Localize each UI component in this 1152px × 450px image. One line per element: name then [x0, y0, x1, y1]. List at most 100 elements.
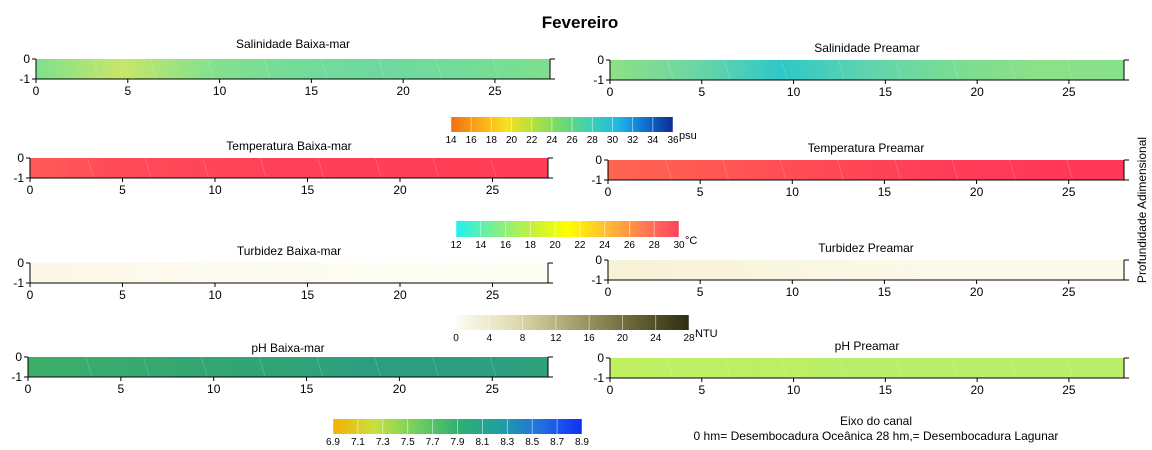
contour-line — [1009, 259, 1016, 281]
colorbar-tick-label: 24 — [599, 240, 611, 251]
contour-line — [144, 262, 152, 284]
contour-line — [1009, 357, 1017, 379]
contour-line — [895, 59, 902, 81]
x-tick-label: 5 — [698, 85, 705, 99]
contour-line — [665, 159, 672, 181]
x-tick-label: 10 — [208, 183, 222, 197]
colorbar-tick-label: 14 — [445, 135, 457, 146]
x-tick-label: 5 — [697, 285, 704, 299]
contour-line — [894, 159, 901, 181]
contour-line — [1066, 59, 1074, 81]
colorbar-gradient — [451, 117, 673, 132]
colorbar-tick-label: 14 — [475, 240, 487, 251]
x-tick-label: 5 — [698, 383, 705, 397]
heatmap-field — [610, 358, 1124, 378]
y-tick-label: 0 — [17, 256, 24, 270]
contour-line — [722, 159, 729, 181]
heatmap-field — [608, 260, 1124, 280]
colorbar-tick-label: 28 — [683, 333, 695, 344]
contour-line — [1066, 159, 1073, 181]
contour-line — [490, 262, 497, 284]
colorbar-gradient — [456, 221, 679, 237]
y-tick-label: 0 — [23, 52, 30, 66]
y-tick-label: -1 — [13, 276, 24, 290]
contour-line — [201, 356, 208, 378]
colorbar-tick-label: 28 — [649, 240, 661, 251]
colorbars: 14 16 18 20 22 24 26 28 30 32 34 36 psu 12 14 16 18 20 22 2… — [326, 117, 718, 448]
contour-line — [317, 262, 325, 284]
colorbar-tick-label: 8.1 — [475, 437, 489, 448]
colorbar-tick-label: 8.5 — [525, 437, 539, 448]
contour-line — [666, 59, 674, 81]
colorbar-unit: °C — [685, 235, 697, 247]
colorbar-tick-label: 18 — [486, 135, 498, 146]
colorbar-tick-label: 34 — [647, 135, 659, 146]
y-tick-label: -1 — [591, 173, 602, 187]
contour-line — [85, 356, 93, 378]
y-tick-label: 0 — [595, 253, 602, 267]
contour-line — [781, 357, 788, 379]
x-tick-label: 20 — [393, 288, 407, 302]
x-tick-label: 10 — [208, 288, 222, 302]
panel-title: Salinidade Baixa-mar — [236, 37, 350, 51]
contour-line — [1066, 259, 1073, 281]
contour-line — [432, 356, 439, 378]
x-tick-label: 5 — [119, 288, 126, 302]
colorbar-tick-label: 30 — [673, 240, 685, 251]
panel-title: pH Preamar — [835, 339, 900, 353]
heatmap-field — [36, 59, 550, 79]
contour-line — [723, 357, 731, 379]
x-tick-label: 10 — [786, 185, 800, 199]
contour-line — [1009, 159, 1016, 181]
x-tick-label: 5 — [697, 185, 704, 199]
colorbar-tick-label: 24 — [650, 333, 662, 344]
contour-line — [837, 259, 844, 281]
colorbar-tick-label: 7.7 — [426, 437, 440, 448]
colorbar-tick-label: 16 — [584, 333, 596, 344]
x-tick-label: 10 — [213, 84, 227, 98]
contour-line — [378, 58, 385, 80]
x-tick-label: 10 — [787, 383, 801, 397]
x-tick-label: 15 — [879, 383, 893, 397]
footer-note: 0 hm= Desembocadura Oceânica 28 hm,= Des… — [694, 429, 1059, 443]
colorbar-tick-label: 6.9 — [326, 437, 340, 448]
contour-line — [838, 357, 845, 379]
contour-line — [490, 157, 497, 179]
x-tick-label: 0 — [25, 382, 32, 396]
x-tick-label: 0 — [607, 383, 614, 397]
contour-line — [143, 356, 150, 378]
colorbar-tick-label: 7.5 — [401, 437, 415, 448]
x-tick-label: 15 — [878, 285, 892, 299]
contour-line — [264, 58, 271, 80]
contour-line — [375, 262, 382, 284]
heatmap-field — [610, 60, 1124, 80]
heatmap-field — [30, 263, 548, 283]
contour-line — [258, 356, 266, 378]
x-tick-label: 25 — [1062, 383, 1076, 397]
contour-line — [432, 157, 440, 179]
contour-line — [837, 159, 844, 181]
x-tick-label: 15 — [301, 288, 315, 302]
panel-title: Temperatura Preamar — [808, 141, 925, 155]
panel-title: Salinidade Preamar — [814, 41, 919, 55]
colorbar-tick-label: 12 — [550, 333, 562, 344]
colorbar: 12 14 16 18 20 22 24 26 28 30 °C — [450, 221, 697, 251]
y-tick-label: -1 — [19, 72, 30, 86]
x-tick-label: 25 — [486, 183, 500, 197]
contour-line — [207, 58, 214, 80]
contour-line — [722, 259, 729, 281]
x-tick-label: 20 — [396, 84, 410, 98]
panel-title: Turbidez Preamar — [818, 241, 914, 255]
contour-line — [92, 58, 100, 80]
colorbar-tick-label: 30 — [607, 135, 619, 146]
contour-line — [1066, 357, 1074, 379]
colorbar: 0 4 8 12 16 20 24 28 NTU — [453, 315, 718, 344]
colorbar-unit: NTU — [695, 328, 718, 340]
y-tick-label: 0 — [15, 350, 22, 364]
y-tick-label: -1 — [11, 370, 22, 384]
